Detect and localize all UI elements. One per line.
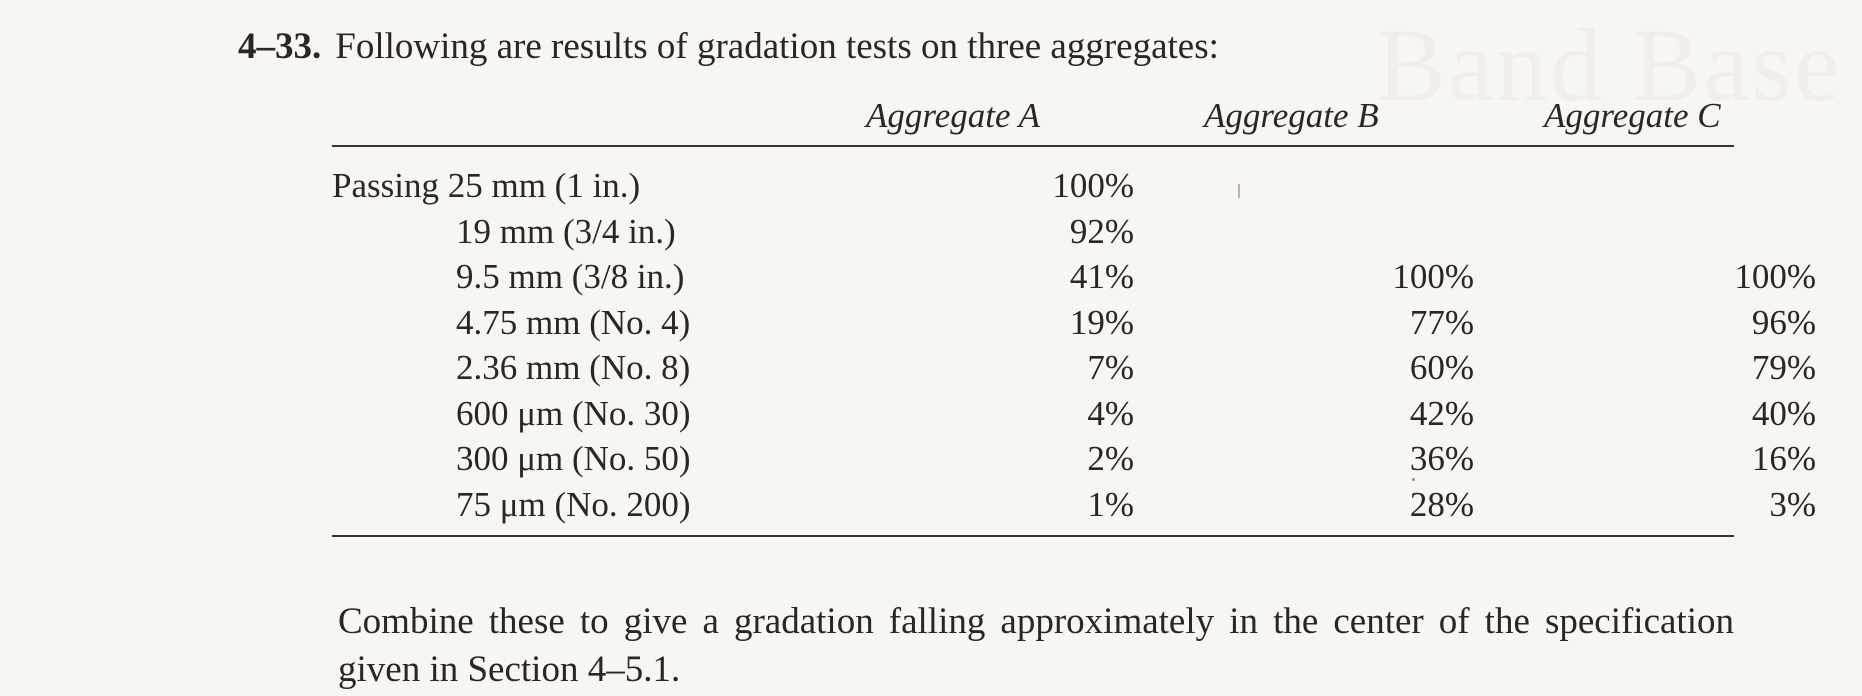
table-row: 19 mm (3/4 in.) 92% <box>332 209 1734 255</box>
table-row: 2.36 mm (No. 8) 7% 60% 79% <box>332 345 1816 391</box>
cell-aggregate-a: 92% <box>1069 211 1134 251</box>
cell-aggregate-b: 42% <box>1409 393 1474 433</box>
header-aggregate-c: Aggregate C <box>1544 96 1721 135</box>
cell-aggregate-c: 16% <box>1751 439 1816 478</box>
table-row: Passing 25 mm (1 in.) 100% <box>332 163 1734 209</box>
table-row: 300 μm (No. 50) 2% 36% 16% <box>332 436 1816 482</box>
cell-aggregate-a: 2% <box>1087 439 1134 478</box>
row-label: 600 μm (No. 30) <box>456 393 691 433</box>
cell-aggregate-b: 60% <box>1409 348 1474 387</box>
table-row: 600 μm (No. 30) 4% 42% 40% <box>332 391 1816 437</box>
cell-aggregate-a: 41% <box>1069 257 1134 296</box>
row-label: 4.75 mm (No. 4) <box>456 302 691 342</box>
cell-aggregate-a: 100% <box>1052 166 1134 205</box>
row-label: 300 μm (No. 50) <box>456 439 691 478</box>
row-label: 19 mm (3/4 in.) <box>456 211 676 251</box>
cell-aggregate-a: 4% <box>1087 393 1134 433</box>
cell-aggregate-c: 79% <box>1751 348 1816 387</box>
bleed-through-watermark: Band Base <box>1376 8 1842 123</box>
problem-statement: 4–33. Following are results of gradation … <box>238 24 1219 70</box>
cell-aggregate-a: 7% <box>1087 348 1134 387</box>
cell-aggregate-b: 28% <box>1409 484 1474 524</box>
gradation-table: Aggregate A Aggregate B Aggregate C Pass… <box>332 96 1816 537</box>
row-label: Passing 25 mm (1 in.) <box>332 166 641 205</box>
row-label: 2.36 mm (No. 8) <box>456 348 691 387</box>
cell-aggregate-a: 1% <box>1087 484 1134 524</box>
table-header-row: Aggregate A Aggregate B Aggregate C <box>332 96 1734 144</box>
table-bottom-rule <box>332 535 1734 537</box>
header-aggregate-b: Aggregate B <box>1204 96 1379 135</box>
table-row: 9.5 mm (3/8 in.) 41% 100% 100% <box>332 254 1816 300</box>
table-row: 4.75 mm (No. 4) 19% 77% 96% <box>332 300 1816 346</box>
cell-aggregate-b: 100% <box>1392 257 1474 296</box>
print-artifact <box>1412 478 1415 481</box>
cell-aggregate-b: 36% <box>1409 439 1474 478</box>
table-body: Passing 25 mm (1 in.) 100% 19 mm (3/4 in… <box>332 147 1816 535</box>
cell-aggregate-c: 96% <box>1751 302 1816 342</box>
cell-aggregate-c: 100% <box>1734 257 1816 296</box>
cell-aggregate-c: 3% <box>1769 484 1816 524</box>
print-artifact <box>1238 184 1240 198</box>
header-aggregate-a: Aggregate A <box>866 96 1040 135</box>
instruction-paragraph: Combine these to give a gradation fallin… <box>338 601 1734 690</box>
row-label: 75 μm (No. 200) <box>456 484 691 524</box>
problem-text: Following are results of gradation tests… <box>335 26 1219 67</box>
cell-aggregate-b: 77% <box>1409 302 1474 342</box>
table-row: 75 μm (No. 200) 1% 28% 3% <box>332 482 1816 528</box>
cell-aggregate-a: 19% <box>1069 302 1134 342</box>
cell-aggregate-c: 40% <box>1751 393 1816 433</box>
table-top-rule <box>332 145 1734 147</box>
row-label: 9.5 mm (3/8 in.) <box>456 257 685 296</box>
problem-number: 4–33. <box>238 26 322 67</box>
